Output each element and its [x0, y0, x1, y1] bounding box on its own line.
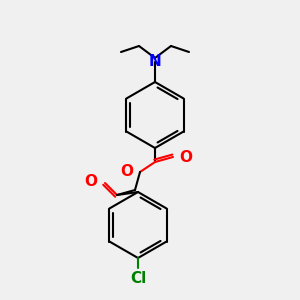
Text: Cl: Cl: [130, 271, 146, 286]
Text: O: O: [120, 164, 133, 179]
Text: O: O: [84, 173, 97, 188]
Text: N: N: [148, 53, 161, 68]
Text: O: O: [179, 149, 192, 164]
